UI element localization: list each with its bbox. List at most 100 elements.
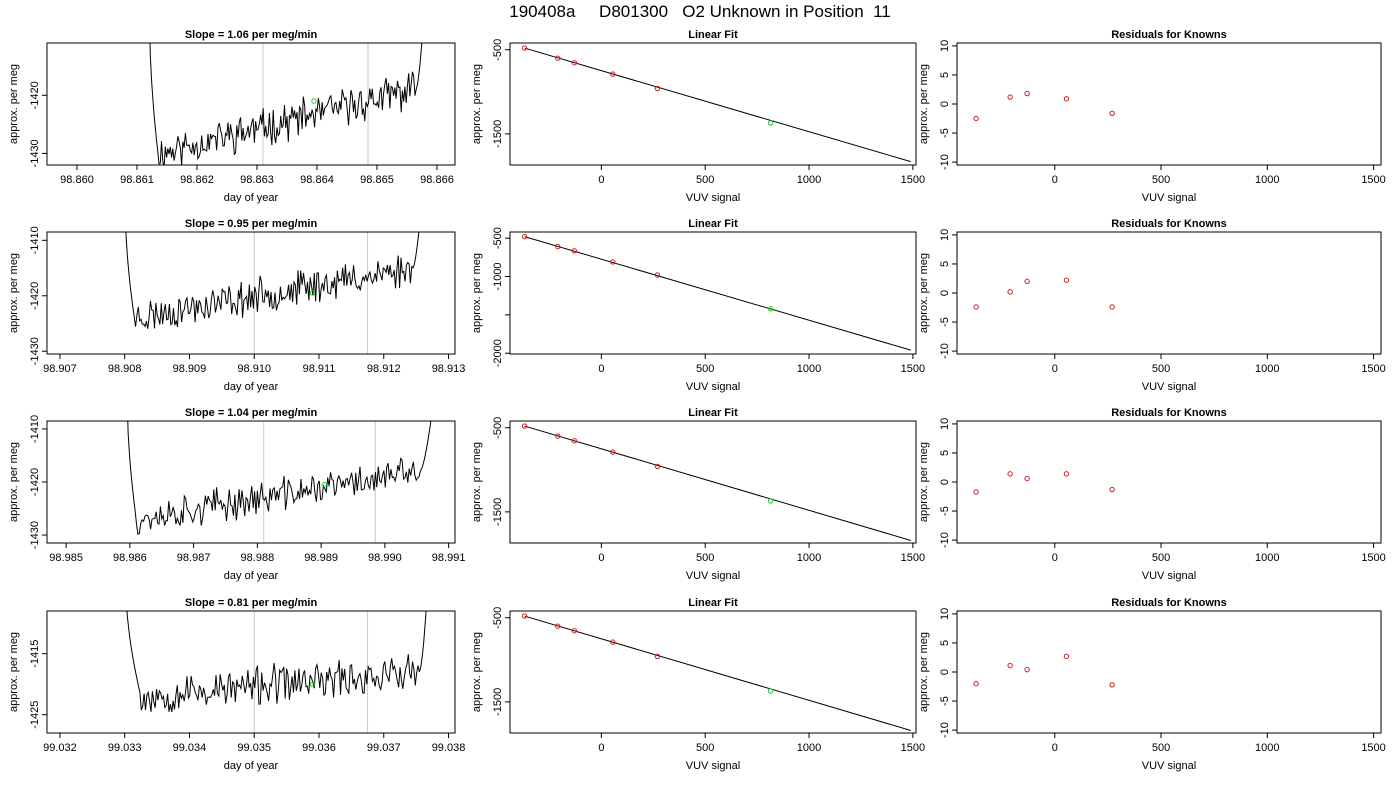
- panel-2-1-ytick-label-3: -1410: [29, 226, 41, 254]
- panel-1-2-known-point-3: [571, 60, 578, 66]
- panel-2-1-ytick-label-2: -1420: [29, 282, 41, 310]
- panel-2-2-known-point-5: [654, 272, 661, 278]
- panel-3-3-xtick-label-3: 1000: [1255, 552, 1279, 564]
- panel-3-3-xtick-label-4: 1500: [1361, 552, 1385, 564]
- panel-1-3-known-point-2: [1007, 94, 1013, 100]
- panel-1-2-ylabel: approx. per meg: [471, 64, 483, 144]
- panel-4-2-title: Linear Fit: [688, 597, 738, 609]
- panel-3-2-frame: [509, 420, 917, 544]
- panel-2-2-known-point-2: [555, 243, 561, 250]
- panel-1-2-title: Linear Fit: [688, 29, 738, 41]
- panel-3-1-xtick-label-5: 98.989: [304, 552, 338, 564]
- panel-4-2-known-point-1: [521, 613, 528, 619]
- panel-2-2-known-point-1: [521, 233, 528, 240]
- panel-3-3-ytick-label-1: -10: [939, 532, 951, 548]
- panel-4-2-known-point-4: [610, 639, 616, 645]
- panel-3-3-xtick-label-1: 0: [1052, 552, 1058, 564]
- panel-4-1-ytick-label-1: -1425: [29, 701, 41, 729]
- panel-2-3-ytick-label-2: -5: [939, 317, 951, 327]
- panel-1-1-xlabel: day of year: [224, 192, 279, 204]
- panel-1-3-ytick-label-2: -5: [939, 128, 951, 138]
- panel-4-1-unknown-point: [309, 681, 316, 687]
- panel-4-2-ylabel: approx. per meg: [471, 632, 483, 712]
- panel-3-3-ytick-label-4: 5: [939, 450, 951, 456]
- panel-2-2-known-point-3: [571, 248, 578, 254]
- panel-3-1-xtick-label-1: 98.985: [49, 552, 83, 564]
- panel-1-1-ytick-label-1: -1430: [29, 139, 41, 167]
- panel-3-1-unknown-point: [321, 481, 328, 488]
- panel-4-2-known-point-3: [571, 628, 578, 634]
- panel-1-3-known-point-1: [973, 115, 979, 122]
- panel-4-3-known-point-2: [1007, 662, 1013, 669]
- panel-1-1-xtick-label-6: 98.865: [360, 174, 394, 186]
- panel-1-2-xtick-label-4: 1500: [901, 174, 925, 186]
- panel-2-3-xtick-label-2: 500: [1152, 363, 1170, 375]
- panel-1-2-known-point-2: [555, 55, 561, 61]
- panel-1-1-title: Slope = 1.06 per meg/min: [185, 29, 318, 41]
- panel-1-1-unknown-point: [311, 98, 317, 104]
- panel-3-1-xtick-label-4: 98.988: [241, 552, 275, 564]
- panel-1-1-xtick-label-7: 98.866: [420, 174, 454, 186]
- panel-3-2-xlabel: VUV signal: [686, 570, 740, 582]
- panel-2-2-xtick-label-2: 500: [696, 363, 714, 375]
- panel-4-1-frame: [46, 610, 456, 734]
- panel-4-3-xtick-label-4: 1500: [1361, 742, 1385, 754]
- panel-3-2-fit-line: [524, 425, 911, 541]
- panel-2-2-xlabel: VUV signal: [686, 381, 740, 393]
- panel-2-3-known-point-1: [973, 304, 979, 310]
- panel-2-1-xlabel: day of year: [224, 381, 279, 393]
- panel-4-3-xlabel: VUV signal: [1142, 760, 1196, 772]
- page-title: 190408a D801300 O2 Unknown in Position 1…: [509, 2, 891, 21]
- panel-3-3-known-point-4: [1063, 471, 1070, 477]
- panel-2-1-ylabel: approx. per meg: [8, 253, 20, 333]
- panel-3-2-xtick-label-4: 1500: [901, 552, 925, 564]
- panel-1-3-known-point-3: [1024, 90, 1030, 97]
- panel-2-1-xtick-label-5: 98.911: [303, 363, 336, 375]
- panel-2-1-xtick-label-7: 98.913: [432, 363, 466, 375]
- panel-3-3-known-point-1: [973, 489, 979, 495]
- panel-4-1-xtick-label-6: 99.037: [367, 742, 401, 754]
- panel-3-1-series-line: [127, 421, 432, 535]
- panel-4-3-ytick-label-4: 5: [939, 640, 951, 646]
- panel-3-3-frame: [956, 420, 1382, 544]
- panel-2-1-xtick-label-1: 98.907: [43, 363, 77, 375]
- panel-3-2-known-point-2: [555, 433, 561, 439]
- panel-3-1-xtick-label-3: 98.987: [177, 552, 211, 564]
- panel-3-1-xtick-label-2: 98.986: [113, 552, 147, 564]
- panel-1-2-xtick-label-3: 1000: [797, 174, 821, 186]
- panel-3-2-xtick-label-2: 500: [696, 552, 714, 564]
- panel-3-2-ylabel: approx. per meg: [471, 442, 483, 522]
- panel-3-1-ytick-label-1: -1430: [29, 521, 41, 549]
- panel-4-3-title: Residuals for Knowns: [1111, 597, 1227, 609]
- panel-2-3-ytick-label-5: 10: [939, 229, 951, 241]
- panel-4-2-xtick-label-1: 0: [598, 742, 604, 754]
- panel-1-3-ytick-label-4: 5: [939, 72, 951, 78]
- panel-2-1-ytick-label-1: -1430: [29, 337, 41, 365]
- panel-4-2-xlabel: VUV signal: [686, 760, 740, 772]
- panel-4-2-xtick-label-3: 1000: [797, 742, 821, 754]
- panel-4-1-title: Slope = 0.81 per meg/min: [185, 597, 318, 609]
- panel-3-1-ytick-label-2: -1420: [29, 468, 41, 496]
- panel-3-2-known-point-1: [521, 423, 528, 429]
- panel-2-2-ytick-label-4: -500: [492, 227, 504, 249]
- panel-2-3-xtick-label-1: 0: [1052, 363, 1058, 375]
- panel-1-1-series-line: [149, 43, 423, 165]
- panel-2-3-ylabel: approx. per meg: [918, 253, 930, 333]
- panel-1-3-ytick-label-1: -10: [939, 154, 951, 170]
- panel-1-3-xtick-label-3: 1000: [1255, 174, 1279, 186]
- panel-3-3-title: Residuals for Knowns: [1111, 407, 1227, 419]
- panel-2-3-ytick-label-3: 0: [939, 290, 951, 296]
- panel-2-2-frame: [509, 231, 917, 355]
- panel-2-1-xtick-label-6: 98.912: [367, 363, 401, 375]
- panel-2-1-xtick-label-3: 98.909: [173, 363, 207, 375]
- panel-1-3-known-point-4: [1063, 96, 1070, 102]
- panel-4-1-xtick-label-3: 99.034: [173, 742, 207, 754]
- panel-1-1-xtick-label-1: 98.860: [60, 174, 94, 186]
- panel-3-3-xlabel: VUV signal: [1142, 570, 1196, 582]
- panel-3-3-known-point-2: [1007, 471, 1013, 477]
- panel-3-1-ytick-label-3: -1410: [29, 415, 41, 443]
- panel-4-1-series-line: [126, 611, 427, 713]
- panel-1-2-unknown-point: [767, 120, 774, 126]
- panel-3-1-xlabel: day of year: [224, 570, 279, 582]
